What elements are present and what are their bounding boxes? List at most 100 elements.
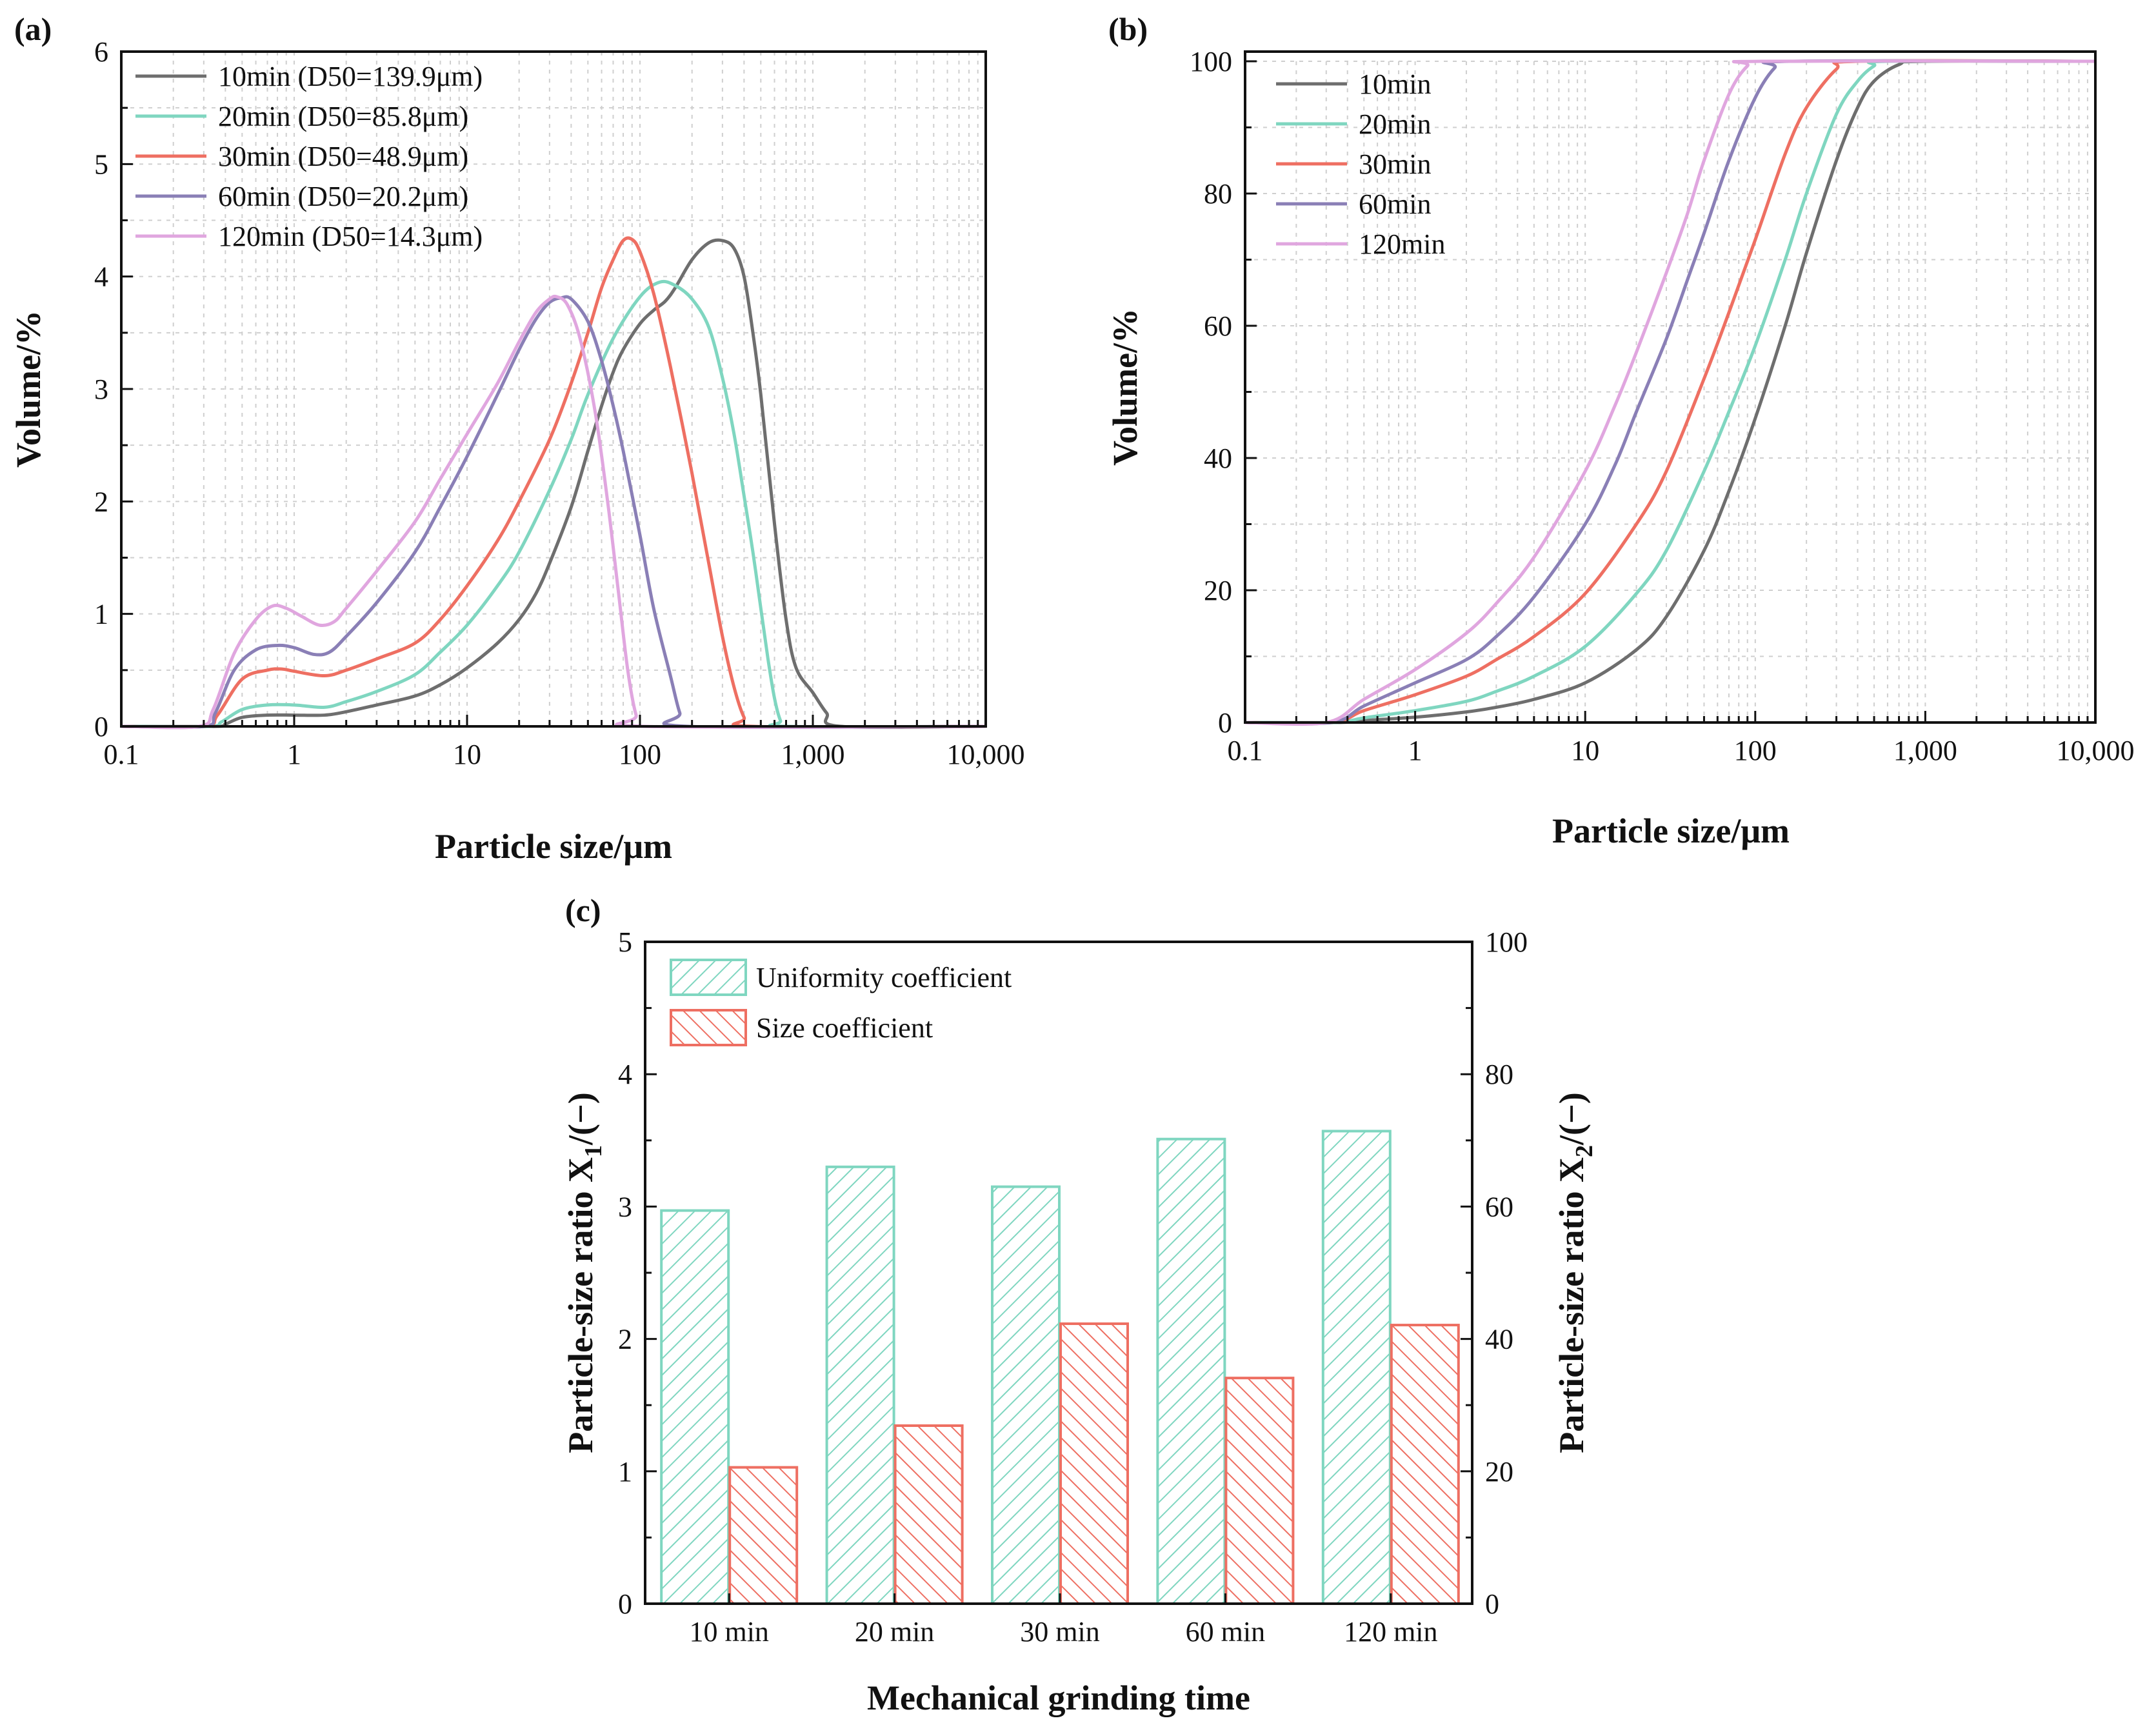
y-tick-label: 20	[1204, 575, 1232, 606]
y-left-tick-label: 5	[618, 926, 632, 958]
y-tick-label: 1	[94, 599, 108, 630]
bar-uniformity-2	[991, 1185, 1061, 1605]
chart-b-xlabel: Particle size/μm	[1552, 812, 1790, 850]
legend-label-3: 60min	[1359, 188, 1431, 220]
chart-b: 0.1 1 10 100 1,000 10,000 0 20 40 60 80 100 10min 20…	[1106, 46, 2135, 850]
y-tick-label: 0	[1218, 707, 1232, 739]
y-tick-label: 3	[94, 374, 108, 405]
y-right-tick-label: 80	[1485, 1059, 1513, 1090]
x-tick-label: 10,000	[947, 739, 1025, 770]
chart-c-ylabel-right: Particle-size ratio X2/(−)	[1552, 1092, 1598, 1453]
chart-b-lines	[1244, 59, 2096, 726]
x-tick-label: 10	[1571, 735, 1599, 766]
legend-label-4: 120min (D50=14.3μm)	[218, 221, 483, 252]
chart-c: 0 1 2 3 4 5 0 20 40 60 80 100 10 min 20 min 30 min 60 m…	[561, 926, 1598, 1717]
chart-a-ylabel: Volume/%	[9, 310, 48, 468]
chart-c-ylabel-right-main: Particle-size ratio X	[1552, 1157, 1591, 1453]
y-left-tick-label: 2	[618, 1324, 632, 1355]
chart-c-bars	[660, 1130, 1460, 1606]
chart-a-grid	[121, 51, 986, 727]
legend-label-3: 60min (D50=20.2μm)	[218, 181, 468, 212]
x-tick-label: 0.1	[104, 739, 139, 770]
chart-a-ticks: 0.1 1 10 100 1,000 10,000 0 1 2 3 4 5 6	[94, 36, 1025, 770]
y-tick-label: 2	[94, 486, 108, 517]
y-right-tick-label: 0	[1485, 1588, 1499, 1620]
x-tick-label: 1	[287, 739, 301, 770]
chart-a-xlabel: Particle size/μm	[435, 827, 672, 866]
y-left-tick-label: 4	[618, 1059, 632, 1090]
panel-a-label: (a)	[14, 11, 52, 47]
x-tick-label: 100	[1734, 735, 1777, 766]
series-line-1	[121, 279, 986, 729]
y-right-tick-label: 40	[1485, 1324, 1513, 1355]
bar-uniformity-4	[1321, 1130, 1392, 1606]
series-line-0	[1244, 59, 2096, 724]
bar-size-3	[1224, 1377, 1295, 1606]
legend-label-2: 30min (D50=48.9μm)	[218, 141, 468, 172]
x-tick-label: 30 min	[1020, 1616, 1099, 1648]
y-right-tick-label: 100	[1485, 926, 1528, 958]
x-tick-label: 10 min	[689, 1616, 768, 1648]
y-tick-label: 80	[1204, 178, 1232, 210]
chart-b-ylabel: Volume/%	[1106, 308, 1144, 466]
y-tick-label: 60	[1204, 310, 1232, 342]
chart-c-ylabel-left-sub: 1	[580, 1145, 607, 1157]
y-left-tick-label: 0	[618, 1588, 632, 1620]
x-tick-label: 120 min	[1344, 1616, 1437, 1648]
chart-c-ylabel-left-main: Particle-size ratio X	[561, 1157, 600, 1453]
legend-label-4: 120min	[1359, 228, 1445, 260]
x-tick-label: 1,000	[781, 739, 845, 770]
bar-size-4	[1390, 1324, 1460, 1605]
series-line-3	[1244, 59, 2096, 726]
y-left-tick-label: 1	[618, 1456, 632, 1488]
legend-label-1: Size coefficient	[756, 1012, 933, 1044]
x-tick-label: 10	[453, 739, 481, 770]
chart-c-ylabel-right-sub: 2	[1571, 1145, 1598, 1157]
series-line-3	[121, 295, 986, 730]
x-tick-label: 0.1	[1228, 735, 1263, 766]
y-tick-label: 100	[1190, 46, 1232, 77]
legend-swatch-0	[670, 959, 747, 996]
x-tick-label: 1	[1408, 735, 1422, 766]
bar-size-1	[893, 1424, 964, 1606]
y-right-tick-label: 20	[1485, 1456, 1513, 1488]
y-tick-label: 5	[94, 148, 108, 180]
legend-label-0: 10min	[1359, 68, 1431, 100]
x-tick-label: 1,000	[1893, 735, 1957, 766]
x-tick-label: 10,000	[2057, 735, 2135, 766]
panel-b-label: (b)	[1108, 11, 1148, 47]
x-tick-label: 60 min	[1186, 1616, 1265, 1648]
x-tick-label: 100	[619, 739, 661, 770]
panel-c-label: (c)	[565, 892, 601, 928]
series-line-4	[1244, 59, 2096, 726]
legend-label-0: 10min (D50=139.9μm)	[218, 61, 483, 92]
chart-c-xlabel: Mechanical grinding time	[867, 1679, 1250, 1717]
y-tick-label: 4	[94, 261, 108, 293]
series-line-2	[121, 236, 986, 729]
bar-uniformity-1	[825, 1165, 895, 1605]
legend-label-1: 20min	[1359, 108, 1431, 140]
x-tick-label: 20 min	[855, 1616, 934, 1648]
chart-c-ticks: 0 1 2 3 4 5 0 20 40 60 80 100 10 min 20 min 30 min 60 m…	[618, 926, 1528, 1648]
legend-label-0: Uniformity coefficient	[756, 962, 1012, 993]
y-tick-label: 40	[1204, 443, 1232, 474]
y-tick-label: 0	[94, 711, 108, 742]
legend-label-1: 20min (D50=85.8μm)	[218, 101, 468, 132]
chart-b-frame	[1244, 50, 2097, 724]
chart-c-ylabel-right-tail: /(−)	[1552, 1092, 1591, 1146]
bar-uniformity-0	[660, 1209, 730, 1605]
legend-swatch-1	[670, 1009, 747, 1046]
y-tick-label: 6	[94, 36, 108, 68]
bar-uniformity-3	[1156, 1137, 1226, 1606]
series-line-4	[121, 294, 986, 730]
bar-size-0	[728, 1466, 799, 1606]
chart-a-lines	[121, 236, 986, 730]
chart-b-legend: 10min 20min 30min 60min 120min	[1276, 68, 1445, 260]
chart-c-ylabel-left-tail: /(−)	[561, 1092, 600, 1146]
legend-label-2: 30min	[1359, 148, 1431, 180]
bar-size-2	[1059, 1322, 1129, 1605]
y-right-tick-label: 60	[1485, 1191, 1513, 1222]
chart-b-ticks: 0.1 1 10 100 1,000 10,000 0 20 40 60 80 100	[1190, 46, 2135, 766]
chart-a-legend: 10min (D50=139.9μm) 20min (D50=85.8μm) 30m…	[135, 61, 483, 252]
